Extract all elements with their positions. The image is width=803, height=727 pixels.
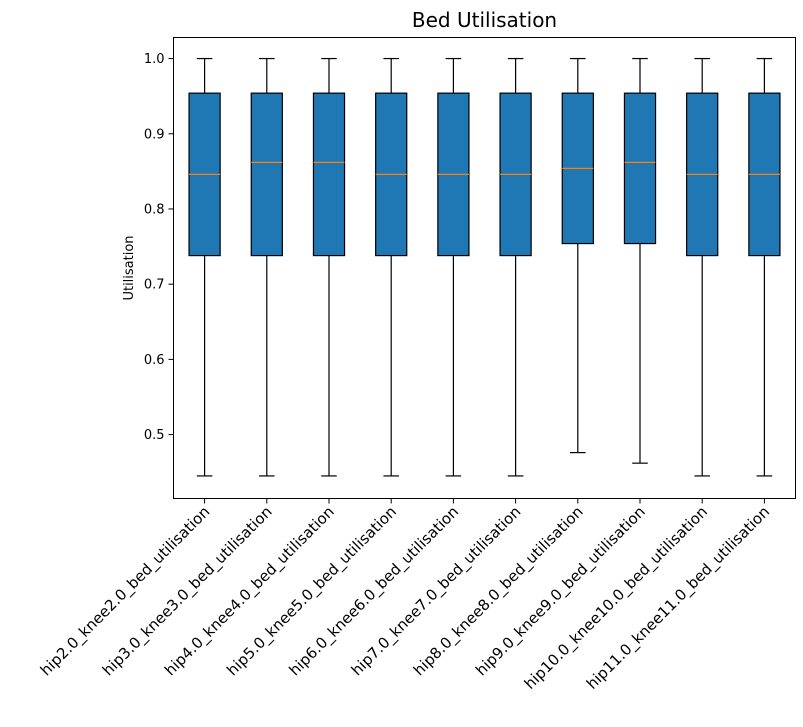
y-axis: 0.5 0.6 0.7 0.8 0.9 1.0	[144, 52, 174, 443]
y-tick-label: 0.7	[144, 278, 165, 293]
y-axis-label: Utilisation	[122, 235, 137, 300]
y-tick-label: 0.8	[144, 202, 165, 217]
box	[623, 92, 657, 245]
box	[312, 92, 346, 257]
x-axis: hip2.0_knee2.0_bed_utilisationhip3.0_kne…	[37, 498, 774, 694]
y-tick-label: 0.6	[144, 353, 165, 368]
box	[250, 92, 283, 257]
box-series	[188, 57, 781, 477]
chart-title: Bed Utilisation	[412, 8, 557, 32]
y-tick-label: 0.9	[144, 127, 165, 142]
plot-area-frame	[173, 37, 796, 499]
y-tick-label: 0.5	[144, 428, 165, 443]
y-tick-label: 1.0	[144, 52, 165, 67]
